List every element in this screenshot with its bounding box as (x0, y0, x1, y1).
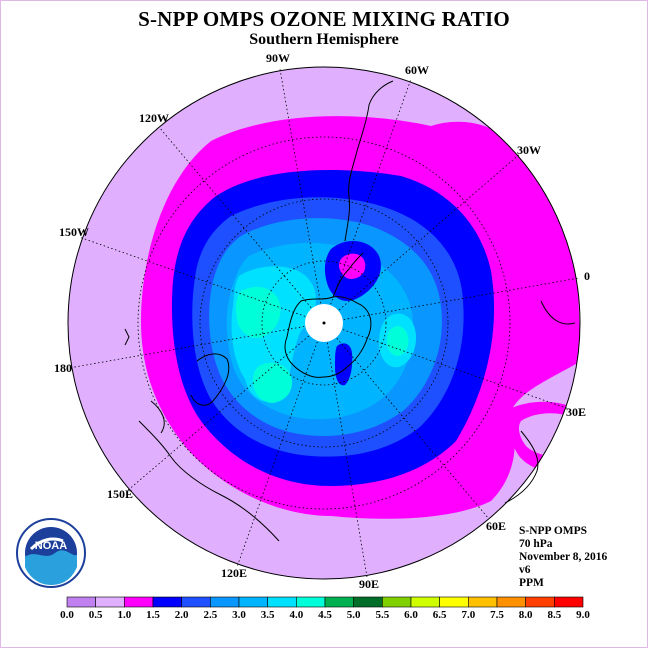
info-version: v6 (519, 564, 531, 576)
southeast-asia-coast (138, 420, 280, 542)
info-instrument: S-NPP OMPS (519, 525, 588, 537)
lon-label-150w: 150W (59, 225, 89, 239)
band-4.0-4.5-west (236, 286, 281, 339)
colorbar-swatch (238, 596, 268, 608)
colorbar-tick-label: 0.5 (88, 609, 103, 621)
colorbar-swatch (525, 596, 555, 608)
colorbar-swatch (152, 596, 182, 608)
colorbar-tick-label: 6.5 (432, 609, 447, 621)
lon-label-90w: 90W (266, 51, 290, 65)
colorbar-tick-label: 1.0 (117, 609, 132, 621)
lon-label-120e: 120E (221, 566, 248, 580)
noaa-logo-text: NOAA (35, 540, 67, 552)
south-pole-marker (322, 321, 326, 325)
colorbar-swatch (95, 596, 125, 608)
australia-coast (150, 353, 230, 434)
lon-label-30e: 30E (566, 405, 587, 419)
colorbar-tick-label: 5.5 (375, 609, 390, 621)
colorbar-tick-label: 8.0 (518, 609, 533, 621)
colorbar-tick-label: 4.5 (318, 609, 332, 621)
band-4.0-4.5-south (253, 362, 293, 403)
colorbar-swatch (382, 596, 412, 608)
colorbar-swatch (210, 596, 240, 608)
colorbar-swatch (439, 596, 469, 608)
lon-label-120w: 120W (139, 111, 169, 125)
colorbar-swatch (124, 596, 154, 608)
lon-label-0: 0 (584, 269, 590, 283)
colorbar-swatch (353, 596, 383, 608)
info-units: PPM (519, 577, 544, 589)
colorbar-tick-label: 2.0 (174, 609, 189, 621)
colorbar-tick-label: 5.0 (346, 609, 361, 621)
colorbar-swatch (181, 596, 211, 608)
africa-coast (504, 300, 576, 504)
colorbar-tick-label: 1.5 (146, 609, 160, 621)
colorbar-tick-label: 6.0 (404, 609, 418, 621)
lon-label-150e: 150E (107, 487, 134, 501)
colorbar-swatch (296, 596, 326, 608)
colorbar (66, 596, 584, 608)
info-pressure: 70 hPa (519, 538, 553, 550)
lon-label-180: 180 (54, 361, 72, 375)
info-date: November 8, 2016 (519, 551, 608, 563)
colorbar-tick-label: 7.5 (490, 609, 504, 621)
lon-label-60w: 60W (405, 63, 429, 77)
noaa-logo: NOAA (16, 518, 86, 588)
map-title: S-NPP OMPS OZONE MIXING RATIO (138, 7, 510, 31)
new-zealand-coast (124, 328, 130, 346)
colorbar-swatch (267, 596, 297, 608)
info-block: S-NPP OMPS 70 hPa November 8, 2016 v6 PP… (519, 525, 607, 590)
colorbar-swatch (324, 596, 354, 608)
colorbar-tick-label: 2.5 (203, 609, 218, 621)
colorbar-tick-label: 0.0 (60, 609, 74, 621)
map-boundary (67, 66, 581, 580)
map-subtitle: Southern Hemisphere (249, 31, 399, 48)
colorbar-tick-label: 9.0 (576, 609, 590, 621)
blue-strip (335, 343, 353, 386)
colorbar-swatch (496, 596, 526, 608)
colorbar-tick-label: 3.5 (260, 609, 275, 621)
colorbar-tick-label: 3.0 (232, 609, 246, 621)
colorbar-swatch (66, 596, 96, 608)
colorbar-swatch (410, 596, 440, 608)
colorbar-tick-label: 4.0 (289, 609, 304, 621)
graticule (68, 68, 580, 578)
colorbar-swatch (554, 596, 584, 608)
lon-label-30w: 30W (517, 143, 541, 157)
band-4.0-east (387, 326, 409, 356)
south-america-coast (344, 80, 394, 242)
colorbar-tick-label: 7.0 (461, 609, 476, 621)
lon-label-90e: 90E (359, 577, 380, 591)
colorbar-tick-label: 8.5 (547, 609, 562, 621)
lon-label-60e: 60E (486, 519, 507, 533)
antarctica-coast (284, 296, 372, 378)
colorbar-swatch (468, 596, 498, 608)
